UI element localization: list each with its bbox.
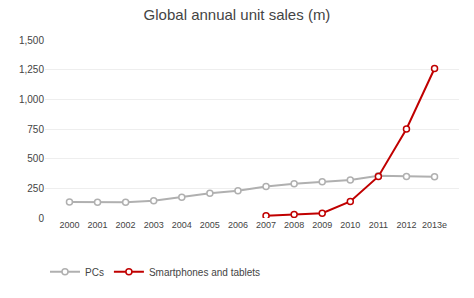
svg-text:2001: 2001	[88, 220, 108, 230]
svg-text:750: 750	[27, 124, 44, 135]
svg-text:2003: 2003	[144, 220, 164, 230]
svg-text:250: 250	[27, 183, 44, 194]
svg-text:PCs: PCs	[85, 267, 104, 278]
svg-text:Smartphones and tablets: Smartphones and tablets	[149, 267, 260, 278]
svg-text:2008: 2008	[284, 220, 304, 230]
svg-text:2000: 2000	[59, 220, 79, 230]
svg-text:1,500: 1,500	[19, 35, 44, 46]
svg-text:2011: 2011	[369, 220, 388, 230]
svg-text:500: 500	[27, 153, 44, 164]
svg-text:2004: 2004	[172, 220, 192, 230]
svg-text:0: 0	[38, 213, 44, 224]
svg-text:2013e: 2013e	[422, 220, 447, 230]
svg-text:Global annual unit sales (m): Global annual unit sales (m)	[144, 6, 331, 23]
svg-text:2012: 2012	[396, 220, 416, 230]
svg-text:2007: 2007	[256, 220, 276, 230]
svg-text:2006: 2006	[228, 220, 248, 230]
svg-text:2009: 2009	[312, 220, 332, 230]
svg-text:2005: 2005	[200, 220, 220, 230]
svg-text:2002: 2002	[116, 220, 136, 230]
svg-text:1,250: 1,250	[19, 64, 44, 75]
svg-text:2010: 2010	[340, 220, 360, 230]
svg-text:1,000: 1,000	[19, 94, 44, 105]
